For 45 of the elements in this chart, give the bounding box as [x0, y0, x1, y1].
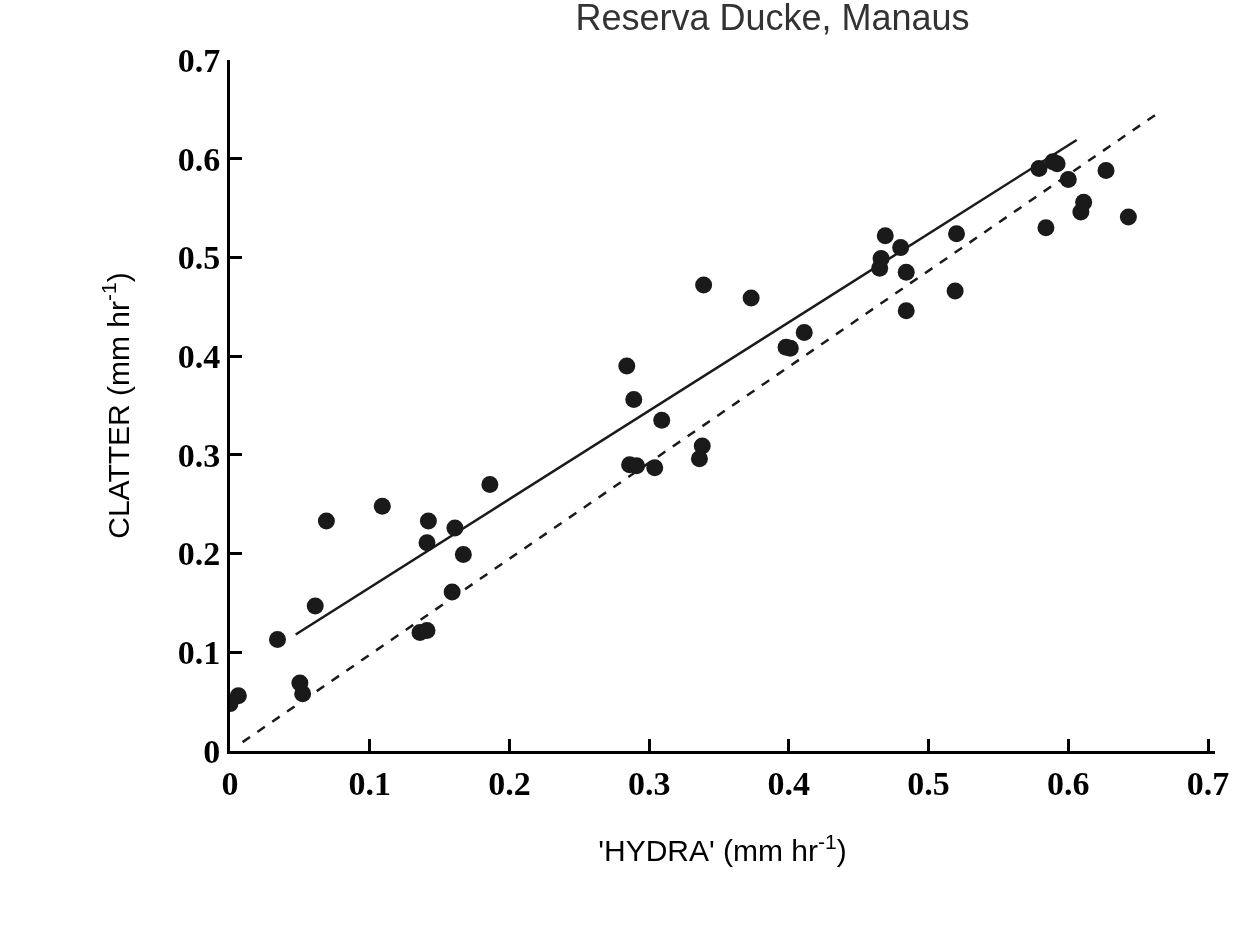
- x-tick-label: 0.4: [767, 764, 811, 802]
- point: [306, 597, 324, 615]
- x-tick-label: 0.3: [627, 764, 671, 802]
- point: [695, 276, 713, 294]
- point: [418, 534, 436, 552]
- y-tick-label: 0.7: [177, 41, 221, 79]
- point: [454, 546, 472, 564]
- point: [1059, 170, 1077, 188]
- point: [897, 263, 915, 281]
- point: [419, 512, 437, 530]
- point: [481, 475, 499, 493]
- point: [1072, 203, 1090, 221]
- point: [1097, 162, 1115, 180]
- point: [897, 302, 915, 320]
- x-tick-label: 0.1: [348, 764, 391, 802]
- point: [653, 411, 671, 429]
- y-tick-label: 0: [203, 732, 221, 770]
- x-tick-label: 0.2: [488, 764, 531, 802]
- point: [269, 630, 286, 648]
- point: [1037, 219, 1055, 237]
- point: [646, 459, 664, 477]
- point: [618, 357, 636, 375]
- point: [946, 282, 964, 300]
- y-tick-label: 0.2: [177, 535, 221, 573]
- x-axis-title: 'HYDRA' (mm hr$^{-1}$): [598, 829, 847, 868]
- x-tick-label: 0.5: [907, 764, 950, 802]
- y-tick-label: 0.1: [177, 634, 221, 672]
- point: [948, 225, 966, 243]
- point: [230, 687, 247, 705]
- point: [1119, 208, 1137, 226]
- point: [317, 512, 335, 530]
- y-tick-label: 0.3: [177, 436, 221, 474]
- chart-title: Reserva Ducke, Manaus: [575, 0, 970, 38]
- point: [625, 391, 643, 409]
- point: [373, 497, 391, 515]
- point: [876, 227, 894, 245]
- point: [690, 450, 708, 468]
- y-tick-label: 0.5: [177, 239, 221, 277]
- y-tick-label: 0.4: [177, 338, 221, 376]
- point: [742, 289, 760, 307]
- x-tick-label: 0.7: [1186, 764, 1230, 802]
- x-tick-label: 0.6: [1047, 764, 1090, 802]
- y-tick-label: 0.6: [177, 140, 221, 178]
- point: [795, 323, 813, 341]
- point: [1048, 155, 1066, 173]
